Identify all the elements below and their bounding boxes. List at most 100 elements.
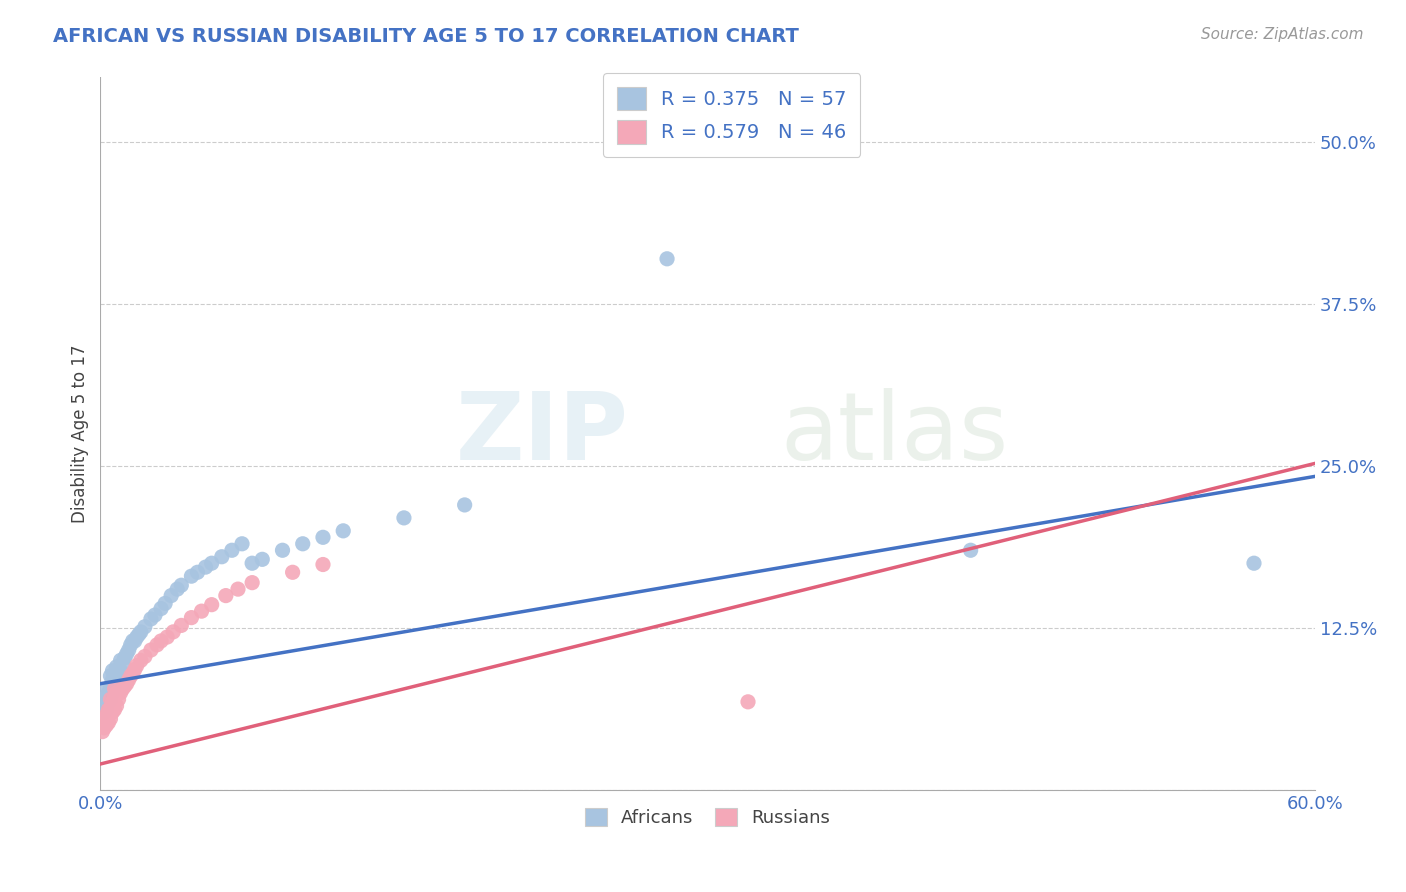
Point <box>96 681 118 696</box>
Point <box>91 724 114 739</box>
Point <box>103 666 125 681</box>
Point <box>100 669 122 683</box>
Point <box>124 634 146 648</box>
Point <box>103 690 125 704</box>
Point <box>100 701 122 715</box>
Point <box>96 707 118 722</box>
Point <box>737 695 759 709</box>
Point <box>96 718 118 732</box>
Point <box>111 681 134 696</box>
Point <box>139 612 162 626</box>
Point <box>111 656 134 670</box>
Point <box>240 575 263 590</box>
Point <box>156 630 179 644</box>
Point <box>121 634 143 648</box>
Point <box>190 604 212 618</box>
Point <box>139 643 162 657</box>
Point <box>121 666 143 681</box>
Point <box>100 692 122 706</box>
Point <box>134 649 156 664</box>
Point <box>110 664 132 678</box>
Point <box>231 537 253 551</box>
Point <box>120 638 142 652</box>
Point <box>271 543 294 558</box>
Point <box>959 543 981 558</box>
Point <box>201 598 224 612</box>
Point <box>101 686 124 700</box>
Point <box>120 669 142 683</box>
Point <box>97 695 120 709</box>
Point <box>114 679 136 693</box>
Point <box>96 690 118 704</box>
Point <box>150 634 173 648</box>
Point <box>100 712 122 726</box>
Point <box>281 566 304 580</box>
Point <box>1243 556 1265 570</box>
Point <box>101 705 124 719</box>
Point <box>160 589 183 603</box>
Point <box>125 630 148 644</box>
Point <box>100 679 122 693</box>
Text: Source: ZipAtlas.com: Source: ZipAtlas.com <box>1201 27 1364 42</box>
Point <box>103 679 125 693</box>
Point <box>93 705 115 719</box>
Point <box>215 589 238 603</box>
Point <box>115 647 138 661</box>
Point <box>180 569 202 583</box>
Point <box>226 582 249 596</box>
Point <box>128 627 150 641</box>
Point <box>91 698 114 713</box>
Point <box>150 601 173 615</box>
Point <box>170 578 193 592</box>
Point <box>146 638 169 652</box>
Point <box>129 653 152 667</box>
Point <box>211 549 233 564</box>
Point <box>105 686 128 700</box>
Point <box>312 558 335 572</box>
Point <box>93 721 115 735</box>
Point <box>93 712 115 726</box>
Legend: Africans, Russians: Africans, Russians <box>578 800 838 834</box>
Point <box>655 252 678 266</box>
Point <box>91 718 114 732</box>
Text: AFRICAN VS RUSSIAN DISABILITY AGE 5 TO 17 CORRELATION CHART: AFRICAN VS RUSSIAN DISABILITY AGE 5 TO 1… <box>53 27 799 45</box>
Point <box>107 666 129 681</box>
Point <box>97 703 120 717</box>
Point <box>129 624 152 639</box>
Point <box>115 676 138 690</box>
Text: atlas: atlas <box>780 388 1008 480</box>
Point <box>125 658 148 673</box>
Point <box>153 596 176 610</box>
Point <box>110 653 132 667</box>
Point <box>105 698 128 713</box>
Point <box>105 660 128 674</box>
Point <box>93 692 115 706</box>
Point <box>114 650 136 665</box>
Point <box>118 673 141 687</box>
Point <box>240 556 263 570</box>
Point <box>103 681 125 696</box>
Point <box>332 524 354 538</box>
Point <box>97 686 120 700</box>
Point <box>91 695 114 709</box>
Point <box>134 620 156 634</box>
Point <box>166 582 188 596</box>
Point <box>143 608 166 623</box>
Point <box>186 566 208 580</box>
Point <box>101 664 124 678</box>
Point <box>105 673 128 687</box>
Y-axis label: Disability Age 5 to 17: Disability Age 5 to 17 <box>72 344 89 523</box>
Point <box>291 537 314 551</box>
Point <box>221 543 243 558</box>
Point <box>392 511 415 525</box>
Point <box>107 692 129 706</box>
Point <box>180 610 202 624</box>
Point <box>97 715 120 730</box>
Point <box>170 618 193 632</box>
Point <box>252 552 274 566</box>
Point <box>162 624 184 639</box>
Text: ZIP: ZIP <box>456 388 628 480</box>
Point <box>453 498 475 512</box>
Point <box>201 556 224 570</box>
Point <box>110 686 132 700</box>
